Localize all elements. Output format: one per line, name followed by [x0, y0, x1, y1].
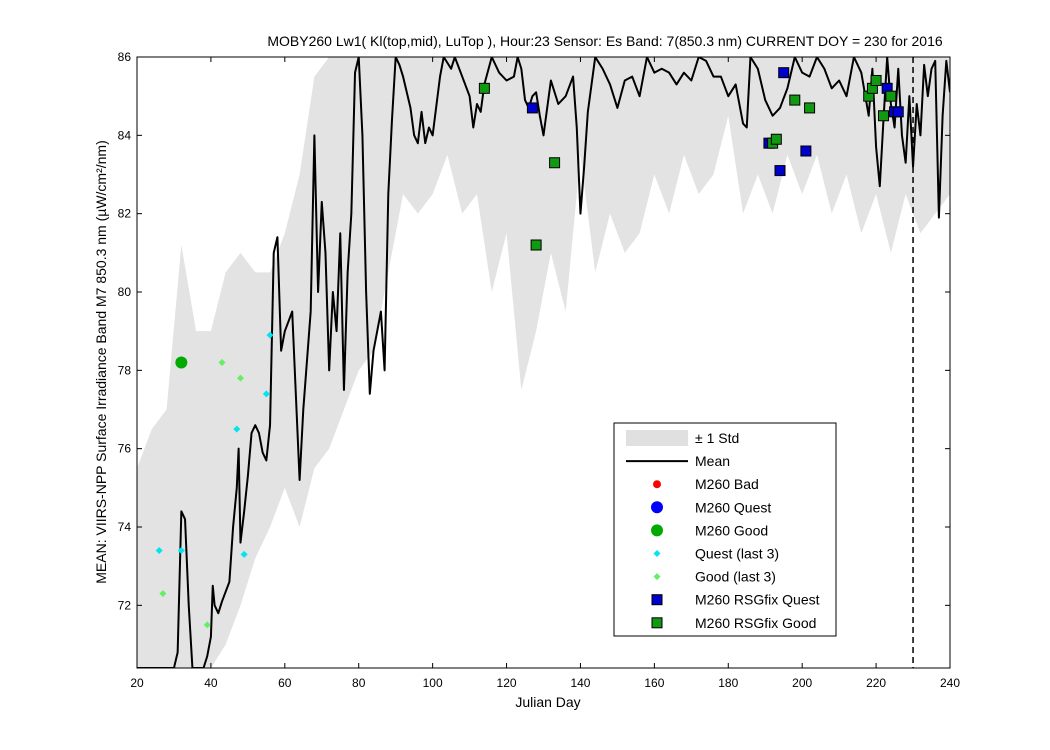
x-tick-label: 180: [718, 676, 738, 690]
quest-last3-point: [240, 550, 248, 558]
x-axis-ticks: 20 40 60 80 100 120 140 160 180 200 220 240: [130, 57, 960, 690]
x-tick-label: 100: [423, 676, 443, 690]
legend-box: [613, 422, 837, 637]
mean-line: [137, 57, 950, 668]
chart-title: MOBY260 Lw1( Kl(top,mid), LuTop ), Hour:…: [267, 33, 943, 49]
rsgfix-quest-point: [774, 165, 786, 177]
x-tick-label: 160: [644, 676, 664, 690]
legend-swatch-diamond: [653, 550, 661, 557]
legend-swatch-dot: [651, 524, 663, 537]
legend-label: Quest (last 3): [695, 546, 779, 562]
rsgfix-good-point: [877, 110, 889, 122]
rsgfix-good-point: [478, 82, 490, 94]
rsgfix-good-point: [530, 239, 542, 251]
good-last3-point: [203, 621, 211, 629]
x-tick-label: 240: [940, 676, 960, 690]
legend-label: ± 1 Std: [695, 430, 739, 446]
y-axis-ticks: 72 74 76 78 80 82 84 86: [118, 50, 950, 612]
legend-label: M260 Good: [695, 522, 768, 538]
y-tick-label: 74: [118, 520, 132, 534]
x-tick-label: 140: [570, 676, 590, 690]
legend-swatch-diamond: [653, 573, 661, 581]
legend-label: Mean: [695, 453, 730, 469]
mean-line-layer: [137, 57, 950, 668]
x-tick-label: 80: [352, 676, 366, 690]
rsgfix-quest-point: [526, 102, 538, 114]
good-last3-point: [159, 590, 167, 598]
std-band-layer: [137, 57, 950, 668]
marker-layer: [155, 67, 904, 629]
rsgfix-good-point: [789, 94, 801, 106]
rsgfix-quest-point: [892, 106, 904, 118]
rsgfix-good-point: [804, 102, 816, 114]
legend-swatch-square: [651, 617, 663, 629]
y-tick-label: 76: [118, 442, 132, 456]
m260-good-point: [175, 356, 188, 369]
rsgfix-good-point: [885, 90, 897, 102]
legend-label: M260 RSGfix Quest: [695, 592, 820, 608]
x-tick-label: 20: [130, 676, 144, 690]
x-tick-label: 60: [278, 676, 292, 690]
plot-frame: [136, 56, 951, 669]
legend-label: Good (last 3): [695, 569, 776, 585]
y-axis-label: MEAN: VIIRS-NPP Surface Irradiance Band …: [93, 140, 109, 584]
legend-swatch-bad: [653, 480, 661, 489]
quest-last3-point: [233, 425, 241, 433]
legend: ± 1 Std Mean M260 Bad M260 Quest M260 Good Qu…: [613, 422, 837, 637]
x-tick-label: 200: [792, 676, 812, 690]
legend-label: M260 Bad: [695, 476, 759, 492]
x-tick-label: 40: [204, 676, 218, 690]
quest-last3-point: [266, 331, 274, 339]
rsgfix-good-point: [770, 133, 782, 145]
y-tick-label: 80: [118, 285, 132, 299]
legend-swatch-dot: [651, 501, 663, 514]
x-tick-label: 220: [866, 676, 886, 690]
rsgfix-quest-point: [800, 145, 812, 157]
quest-last3-point: [155, 547, 163, 554]
y-tick-label: 78: [118, 363, 132, 377]
quest-last3-point: [262, 390, 270, 398]
rsgfix-good-point: [870, 75, 882, 86]
legend-swatch-square: [651, 594, 663, 606]
x-tick-label: 120: [497, 676, 517, 690]
y-tick-label: 86: [118, 50, 132, 64]
rsgfix-quest-point: [778, 67, 790, 79]
std-band: [137, 57, 950, 668]
y-tick-label: 82: [118, 207, 132, 221]
x-axis-label: Julian Day: [515, 694, 580, 710]
good-last3-point: [236, 374, 244, 382]
legend-swatch-std: [626, 430, 688, 446]
legend-label: M260 RSGfix Good: [695, 615, 816, 631]
y-tick-label: 84: [118, 128, 132, 142]
legend-label: M260 Quest: [695, 499, 771, 515]
y-tick-label: 72: [118, 598, 132, 612]
rsgfix-good-point: [549, 157, 561, 169]
good-last3-point: [218, 359, 226, 366]
quest-last3-point: [177, 547, 185, 554]
